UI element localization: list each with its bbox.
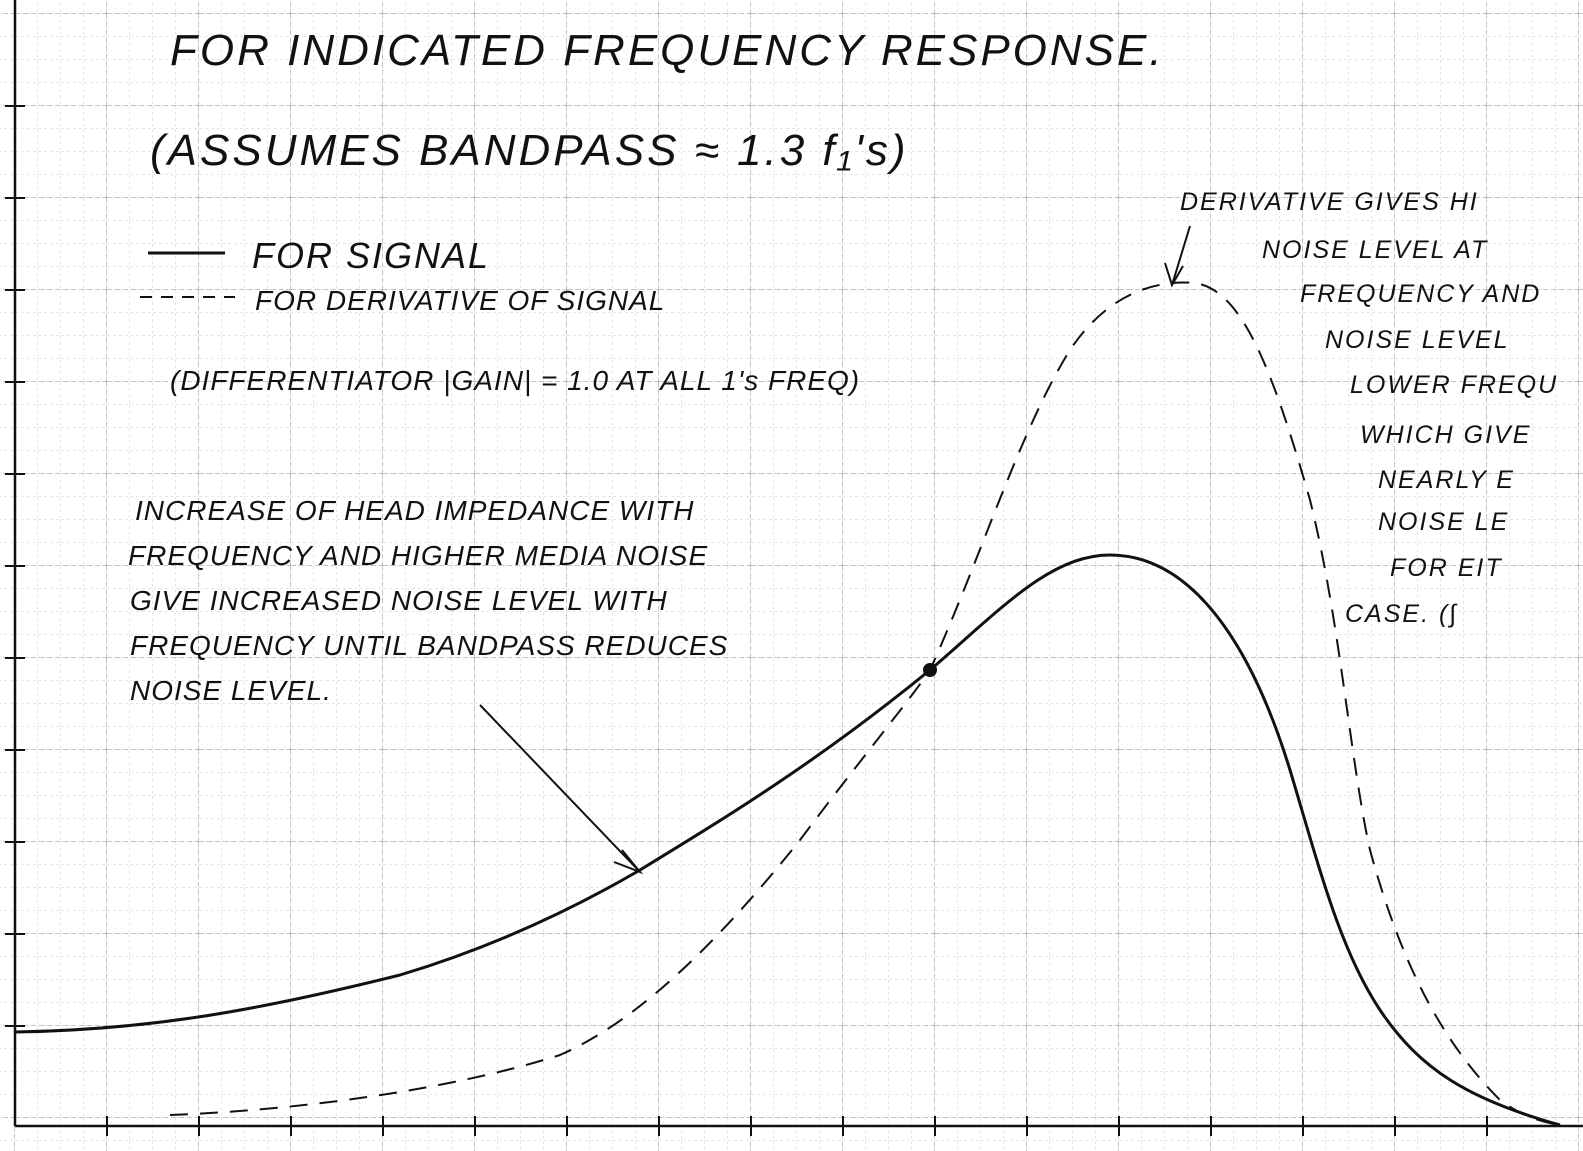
annotation-line: FOR EIT — [1390, 554, 1503, 582]
annotation-line: CASE. (∫ — [1345, 600, 1458, 628]
annotation-line: GIVE INCREASED NOISE LEVEL WITH — [130, 585, 668, 616]
ticks — [5, 105, 1488, 1136]
annotation-line: WHICH GIVE — [1360, 421, 1531, 449]
annotation-line: LOWER FREQU — [1350, 371, 1558, 399]
title: FOR INDICATED FREQUENCY RESPONSE. — [170, 26, 1165, 75]
axes — [13, 0, 1583, 1128]
annotation-line: NEARLY E — [1378, 466, 1515, 494]
annotation-line: NOISE LEVEL — [1325, 326, 1510, 354]
intersection-dot — [923, 663, 937, 677]
annotation-line: NOISE LEVEL AT — [1262, 236, 1488, 264]
annotation-line: FREQUENCY UNTIL BANDPASS REDUCES — [130, 630, 728, 661]
annotation-line: DERIVATIVE GIVES HI — [1180, 188, 1479, 216]
legend-label: FOR DERIVATIVE OF SIGNAL — [255, 285, 665, 316]
legend-note: (DIFFERENTIATOR |GAIN| = 1.0 AT ALL 1's … — [170, 365, 860, 396]
annotation-line: INCREASE OF HEAD IMPEDANCE WITH — [135, 495, 694, 526]
legend-label: FOR SIGNAL — [252, 235, 490, 276]
annotation-line: FREQUENCY AND HIGHER MEDIA NOISE — [128, 540, 708, 571]
arrows — [479, 225, 1191, 875]
annotation-line: FREQUENCY AND — [1300, 280, 1541, 308]
signal-curve — [14, 553, 1561, 1127]
annotation-line: NOISE LEVEL. — [130, 675, 332, 706]
annotation-line: NOISE LE — [1378, 508, 1509, 536]
subtitle: (ASSUMES BANDPASS ≈ 1.3 f₁'s) — [150, 126, 909, 175]
derivative-curve — [169, 281, 1561, 1126]
